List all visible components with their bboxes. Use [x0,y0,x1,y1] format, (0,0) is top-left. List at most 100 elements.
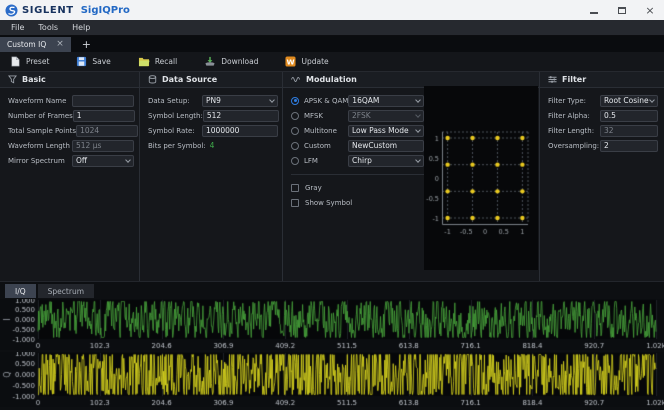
apsk-qam-value: 16QAM [352,96,379,105]
divider [291,174,424,175]
data-setup-value: PN9 [206,96,221,105]
lfm-value: Chirp [352,156,372,165]
apsk-qam-radio[interactable] [291,97,299,105]
menu-tools[interactable]: Tools [31,23,65,32]
custom-input[interactable] [348,140,424,152]
symbol-length-input[interactable] [203,110,279,122]
gray-label: Gray [305,184,322,192]
mfsk-radio[interactable] [291,112,299,120]
download-label: Download [221,57,258,66]
multitone-value: Low Pass Mode [352,126,409,135]
basic-funnel-icon [8,75,17,84]
field-symbol-length: Symbol Length: [148,109,278,122]
number-of-frames-input[interactable] [73,110,135,122]
filter-alpha-label: Filter Alpha: [548,112,590,120]
update-label: Update [301,57,328,66]
waveform-length-label: Waveform Length [8,142,70,150]
field-waveform-name: Waveform Name [8,94,134,107]
settings-panels: Basic Waveform Name Number of Frames Tot… [0,72,664,281]
chevron-down-icon [415,112,421,118]
field-mirror-spectrum: Mirror Spectrum Off [8,154,134,167]
waveform-length-input [72,140,134,152]
custom-radio[interactable] [291,142,299,150]
tab-custom-iq[interactable]: Custom IQ × [0,37,71,52]
constellation-widget [424,86,538,270]
download-icon [204,56,216,67]
panel-basic-title: Basic [22,75,46,84]
lfm-label: LFM [304,157,318,165]
svg-text:W: W [287,57,295,66]
waveform-name-label: Waveform Name [8,97,66,105]
checkbox-gray-row: Gray [291,181,424,194]
mirror-spectrum-value: Off [76,156,87,165]
filter-type-label: Filter Type: [548,97,586,105]
preset-button[interactable]: Preset [10,56,49,67]
tab-spectrum[interactable]: Spectrum [38,284,94,298]
menu-file[interactable]: File [4,23,31,32]
multitone-radio[interactable] [291,127,299,135]
symbol-rate-input[interactable] [202,125,278,137]
minimize-button[interactable] [580,0,608,20]
apsk-qam-select[interactable]: 16QAM [348,95,424,107]
update-icon: W [285,56,296,67]
mirror-spectrum-select[interactable]: Off [72,155,134,167]
waveform-name-input[interactable] [72,95,134,107]
preset-label: Preset [26,57,49,66]
chevron-down-icon [415,97,421,103]
tab-close-icon[interactable]: × [56,40,64,49]
filter-length-label: Filter Length: [548,127,594,135]
menubar: File Tools Help [0,20,664,36]
tab-iq[interactable]: I/Q [5,284,36,298]
maximize-button[interactable] [608,0,636,20]
symbol-length-label: Symbol Length: [148,112,203,120]
field-filter-length: Filter Length: [548,124,658,137]
close-button[interactable]: × [636,0,664,20]
lfm-radio[interactable] [291,157,299,165]
window-controls: × [580,0,664,20]
panel-modulation-title: Modulation [306,75,357,84]
i-waveform-plot [0,299,664,350]
update-button[interactable]: W Update [285,56,328,67]
apsk-qam-label: APSK & QAM [304,97,348,105]
panel-filter-title: Filter [562,75,586,84]
save-label: Save [92,57,110,66]
option-custom: Custom [291,139,424,152]
recall-button[interactable]: Recall [138,56,177,67]
filter-type-value: Root Cosine [604,96,649,105]
field-symbol-rate: Symbol Rate: [148,124,278,137]
lfm-select[interactable]: Chirp [348,155,424,167]
tab-label: Custom IQ [7,40,46,49]
field-number-of-frames: Number of Frames [8,109,134,122]
chevron-down-icon [269,97,275,103]
data-source-icon [148,75,157,84]
mirror-spectrum-label: Mirror Spectrum [8,157,65,165]
panel-filter: Filter Filter Type: Root Cosine Filter A… [540,72,664,281]
add-tab-button[interactable]: + [82,39,91,50]
show-symbol-label: Show Symbol [305,199,352,207]
download-button[interactable]: Download [204,56,258,67]
gray-checkbox[interactable] [291,184,299,192]
preset-document-icon [10,56,21,67]
panel-data-source: Data Source Data Setup: PN9 Symbol Lengt… [140,72,283,281]
siglent-logo-icon [5,4,18,17]
minimize-icon [590,12,598,14]
field-data-setup: Data Setup: PN9 [148,94,278,107]
menu-help[interactable]: Help [65,23,97,32]
toolbar: Preset Save Recall Download W Update [0,52,664,72]
document-tabbar: Custom IQ × + [0,36,664,52]
mfsk-value: 2FSK [352,111,371,120]
chevron-down-icon [415,127,421,133]
filter-alpha-input[interactable] [600,110,658,122]
app-name: SigIQPro [81,5,130,16]
filter-type-select[interactable]: Root Cosine [600,95,658,107]
save-floppy-icon [76,56,87,67]
total-sample-points-input [76,125,138,137]
close-icon: × [645,5,654,16]
multitone-label: Multitone [304,127,337,135]
data-setup-select[interactable]: PN9 [202,95,278,107]
oversampling-input[interactable] [600,140,658,152]
save-button[interactable]: Save [76,56,110,67]
plot-tabs: I/Q Spectrum [5,284,94,298]
multitone-select[interactable]: Low Pass Mode [348,125,424,137]
show-symbol-checkbox[interactable] [291,199,299,207]
